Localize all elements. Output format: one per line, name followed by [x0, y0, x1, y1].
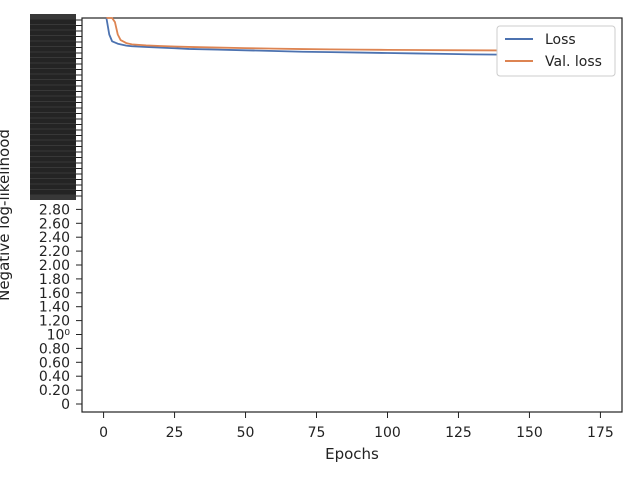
y-tick-label-overlap: [30, 107, 76, 118]
x-axis-label: Epochs: [325, 445, 379, 463]
y-tick-label-overlap: [30, 52, 76, 63]
y-tick-label-overlap: [30, 47, 76, 57]
plot-frame: [81, 17, 623, 413]
y-tick-label-overlap: [30, 74, 76, 85]
y-tick-label-overlap: [30, 179, 76, 189]
y-tick-label: 2.20: [39, 244, 70, 260]
y-tick-label-overlap: [30, 168, 76, 178]
y-tick-label: 1.40: [39, 300, 70, 316]
y-axis-ticks: 00.200.400.600.8010⁰1.201.401.601.802.00…: [30, 14, 82, 413]
y-tick-label-overlap: [30, 63, 76, 74]
y-tick-label-overlap: [30, 30, 76, 41]
y-tick-label-overlap: [30, 162, 76, 173]
y-tick-label-overlap: [30, 41, 76, 52]
x-tick-label: 0: [99, 425, 108, 441]
x-axis-ticks: 0 25 50 75 100 125 150 175: [99, 412, 614, 441]
y-tick-label-overlap: [30, 118, 76, 129]
y-tick-label: 0.60: [39, 355, 70, 371]
y-tick-label-overlap: [30, 96, 76, 107]
x-tick-label: 175: [587, 425, 614, 441]
y-tick-label: 0.20: [39, 383, 70, 399]
y-tick-label-overlap: [30, 113, 76, 123]
y-tick-label: 1.20: [39, 314, 70, 330]
y-tick-label-overlap: [30, 19, 76, 30]
y-tick-label-overlap: [30, 80, 76, 90]
y-tick-label-overlap: [30, 157, 76, 167]
y-tick-label: 1.60: [39, 286, 70, 302]
y-tick-label: 2.60: [39, 216, 70, 232]
y-tick-label-overlap: [30, 25, 76, 35]
y-tick-label: 2.40: [39, 230, 70, 246]
y-tick-label: 2.00: [39, 258, 70, 274]
y-tick-label-overlap: [30, 173, 76, 184]
y-tick-label: 1.80: [39, 272, 70, 288]
y-tick-label: 0.40: [39, 369, 70, 385]
y-tick-label: 10⁰: [47, 328, 71, 344]
y-tick-label-overlap: [30, 184, 76, 195]
x-tick-label: 150: [516, 425, 543, 441]
y-tick-label-overlap: [30, 69, 76, 79]
y-tick-label-overlap: [30, 14, 76, 24]
x-tick-label: 50: [237, 425, 255, 441]
y-tick-label-overlap: [30, 140, 76, 151]
y-tick-label-overlap: [30, 58, 76, 68]
y-tick-label: 0: [61, 397, 70, 413]
x-tick-label: 100: [374, 425, 401, 441]
x-tick-label: 25: [166, 425, 184, 441]
y-tick-label-overlap: [30, 151, 76, 162]
y-tick-label-overlap: [30, 102, 76, 112]
y-tick-label-overlap: [30, 129, 76, 140]
plot-area: [81, 17, 623, 413]
y-tick-label-overlap: [30, 36, 76, 46]
y-tick-label-overlap: [30, 190, 76, 200]
y-tick-label: 2.80: [39, 202, 70, 218]
y-tick-label-overlap: [30, 146, 76, 156]
series-line: [106, 17, 601, 52]
y-tick-label-overlap: [30, 124, 76, 134]
legend: Loss Val. loss: [496, 25, 616, 77]
y-tick-label-overlap: [30, 91, 76, 101]
x-tick-label: 75: [308, 425, 326, 441]
y-axis-label: Negative log-likelihood: [0, 129, 13, 301]
legend-label: Val. loss: [545, 54, 602, 70]
legend-label: Loss: [545, 32, 576, 48]
y-tick-label-overlap: [30, 85, 76, 96]
y-tick-label: 0.80: [39, 341, 70, 357]
x-tick-label: 125: [445, 425, 472, 441]
y-tick-label-overlap: [30, 135, 76, 145]
